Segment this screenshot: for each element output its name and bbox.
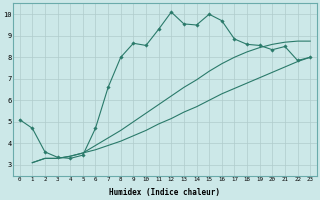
X-axis label: Humidex (Indice chaleur): Humidex (Indice chaleur) — [109, 188, 220, 197]
